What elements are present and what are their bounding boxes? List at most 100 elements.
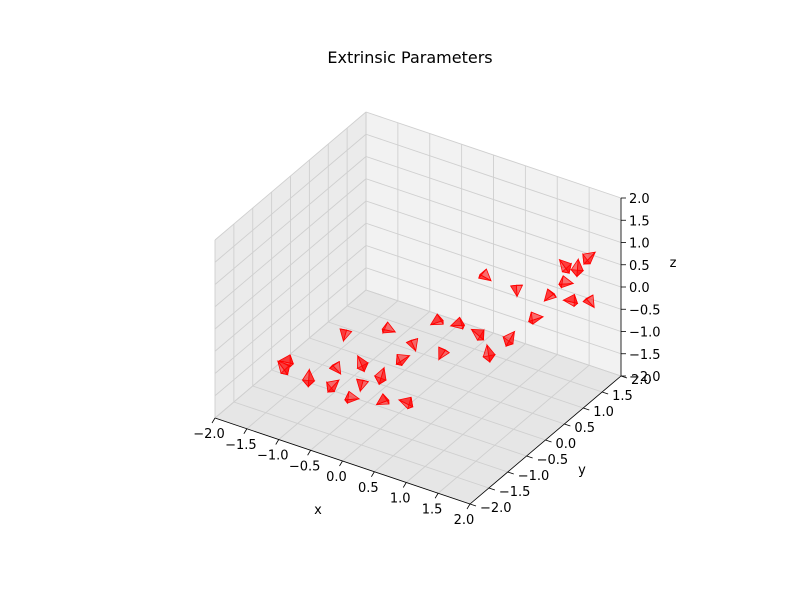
- side-grid-line: [214, 178, 367, 308]
- camera-marker: [470, 328, 485, 341]
- camera-marker: [562, 293, 579, 308]
- y-tick: [469, 503, 477, 507]
- camera-marker: [543, 288, 557, 303]
- camera-face: [436, 313, 444, 325]
- x-tick-label: −1.5: [225, 438, 257, 453]
- x-tick-label: 2.0: [454, 513, 475, 528]
- floor-grid-line: [346, 305, 603, 393]
- z-tick-label: −1.0: [629, 326, 661, 341]
- camera-marker: [482, 343, 496, 364]
- y-tick-label: 0.0: [556, 437, 577, 452]
- y-tick: [620, 375, 628, 379]
- camera-face: [547, 288, 557, 298]
- x-tick-label: −0.5: [289, 459, 321, 474]
- x-tick-label: −2.0: [193, 427, 225, 442]
- camera-face: [573, 294, 578, 308]
- floor-grid-line: [437, 364, 590, 494]
- camera-face: [528, 311, 534, 325]
- camera-face: [326, 380, 336, 393]
- axis-ticks: −2.0−2.0−2.0−1.5−1.5−1.5−1.0−1.0−1.0−0.5…: [193, 192, 660, 528]
- camera-face: [356, 378, 369, 383]
- camera-face: [502, 335, 514, 347]
- camera-face: [329, 361, 340, 369]
- camera-face: [582, 294, 594, 303]
- side-grid-line: [214, 111, 367, 241]
- camera-face: [280, 363, 291, 376]
- z-tick-label: 2.0: [629, 192, 650, 207]
- camera-face: [407, 397, 414, 410]
- back-grid-line: [365, 111, 622, 199]
- grid-lines: [214, 111, 622, 505]
- camera-marker: [328, 360, 342, 376]
- camera-face: [478, 268, 487, 279]
- camera-marker: [509, 284, 524, 299]
- y-tick-label: −2.0: [480, 501, 512, 516]
- x-tick: [339, 460, 343, 467]
- y-tick: [488, 487, 496, 491]
- camera-face: [344, 391, 350, 405]
- chart-title: Extrinsic Parameters: [327, 48, 492, 67]
- y-axis-label: y: [578, 463, 586, 478]
- x-tick: [243, 428, 248, 434]
- x-tick: [434, 493, 439, 499]
- camera-marker: [375, 393, 390, 406]
- x-tick: [466, 503, 471, 510]
- z-axis-label: z: [670, 256, 677, 271]
- back-grid-line: [365, 156, 622, 243]
- y-tick-label: 1.5: [612, 389, 633, 404]
- camera-marker: [582, 294, 595, 309]
- camera-marker: [276, 360, 291, 376]
- back-grid-line: [365, 178, 622, 266]
- camera-marker: [527, 311, 545, 325]
- camera-marker: [558, 275, 575, 289]
- camera-marker: [582, 251, 597, 265]
- camera-face: [339, 328, 352, 332]
- camera-marker: [326, 379, 341, 393]
- camera-marker: [449, 316, 466, 331]
- floor-grid-line: [365, 289, 622, 377]
- side-grid-line: [214, 200, 367, 330]
- camera-marker: [344, 390, 361, 405]
- camera-marker: [438, 346, 451, 361]
- camera-face: [561, 262, 572, 274]
- z-tick-label: −2.0: [629, 370, 661, 385]
- camera-face: [395, 354, 403, 366]
- camera-face: [510, 284, 523, 287]
- y-tick: [507, 471, 514, 475]
- x-tick-label: 0.0: [326, 470, 347, 485]
- camera-face: [373, 375, 387, 385]
- x-tick: [275, 439, 280, 445]
- z-tick-label: 0.0: [629, 281, 650, 296]
- camera-marker: [301, 368, 316, 388]
- z-tick-label: 1.0: [629, 237, 650, 252]
- x-tick: [371, 471, 375, 477]
- x-tick-label: 1.0: [390, 492, 411, 507]
- camera-marker: [356, 354, 369, 373]
- camera-marker: [405, 338, 419, 353]
- camera-face: [382, 393, 390, 405]
- side-grid-line: [214, 156, 367, 285]
- y-tick: [564, 423, 571, 427]
- camera-face: [289, 354, 294, 368]
- back-grid-line: [365, 133, 622, 221]
- camera-marker: [558, 258, 572, 275]
- camera-marker: [570, 257, 585, 278]
- camera-marker: [478, 268, 492, 282]
- x-tick-label: −1.0: [257, 449, 289, 464]
- y-tick-label: −1.0: [518, 469, 550, 484]
- camera-face: [558, 275, 564, 289]
- camera-face: [406, 338, 418, 343]
- y-tick-label: 0.5: [574, 421, 595, 436]
- camera-face: [459, 317, 465, 331]
- y-tick-label: 1.0: [593, 405, 614, 420]
- floor-grid-line: [328, 321, 584, 409]
- y-tick: [526, 455, 533, 459]
- y-tick-label: −0.5: [537, 453, 569, 468]
- y-tick: [583, 407, 590, 411]
- floor-grid-line: [405, 354, 558, 483]
- camera-marker: [397, 396, 414, 410]
- x-tick: [211, 417, 216, 424]
- camera-marker: [429, 313, 444, 326]
